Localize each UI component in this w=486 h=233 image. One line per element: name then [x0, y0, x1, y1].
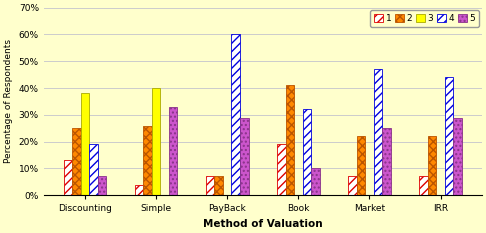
Bar [143, 126, 152, 195]
Bar [445, 77, 453, 195]
Bar [303, 110, 311, 195]
Bar [348, 176, 357, 195]
Bar [311, 168, 320, 195]
Legend: 1, 2, 3, 4, 5: 1, 2, 3, 4, 5 [370, 10, 479, 27]
Bar [89, 144, 98, 195]
Bar [231, 34, 240, 195]
Bar [81, 93, 89, 195]
Y-axis label: Percentage of Respondents: Percentage of Respondents [4, 39, 13, 164]
Bar [169, 107, 177, 195]
Bar [214, 176, 223, 195]
Bar [428, 136, 436, 195]
Bar [206, 176, 214, 195]
Bar [382, 128, 391, 195]
Bar [374, 69, 382, 195]
Bar [240, 117, 248, 195]
Bar [357, 136, 365, 195]
Bar [419, 176, 428, 195]
Bar [98, 176, 106, 195]
Bar [135, 185, 143, 195]
Bar [286, 85, 294, 195]
Bar [152, 88, 160, 195]
Bar [64, 160, 72, 195]
Bar [72, 128, 81, 195]
X-axis label: Method of Valuation: Method of Valuation [203, 219, 323, 229]
Bar [277, 144, 286, 195]
Bar [453, 117, 462, 195]
